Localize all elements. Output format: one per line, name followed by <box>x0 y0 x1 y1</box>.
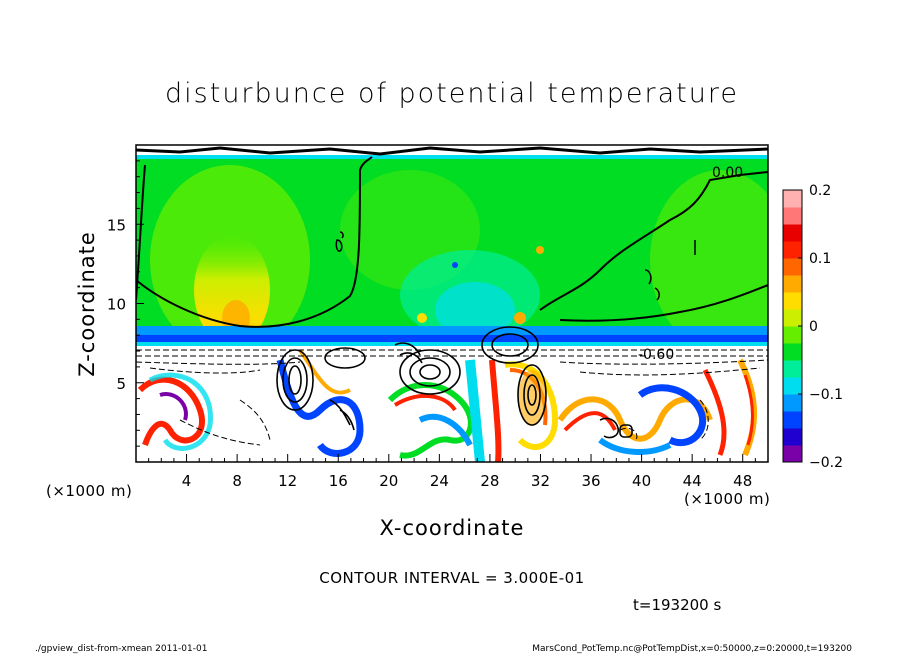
colorbar-segment <box>783 445 802 463</box>
field-streak <box>598 437 672 455</box>
contour-interval: CONTOUR INTERVAL = 3.000E-01 <box>319 569 584 587</box>
colorbar-segment <box>783 428 802 446</box>
field-streak <box>504 361 559 451</box>
contour-negative <box>179 399 271 446</box>
contour-zero <box>559 284 768 322</box>
x-tick-label: 32 <box>531 472 550 490</box>
y-tick-label: 15 <box>107 216 126 234</box>
colorbar-segment <box>783 377 802 395</box>
y-axis-unit: (×1000 m) <box>46 482 132 500</box>
field-streak <box>418 413 473 447</box>
x-tick-label: 20 <box>379 472 398 490</box>
field-streak <box>557 396 713 442</box>
plot-area <box>136 145 768 462</box>
x-tick-label: 4 <box>182 472 192 490</box>
colorbar-segment <box>783 258 802 276</box>
colorbar-segment <box>783 292 802 310</box>
field-streak <box>465 359 485 462</box>
x-axis: 4 8 12 16 20 24 28 32 36 40 44 48 <box>135 454 769 490</box>
colorbar-tick-label: 0.2 <box>809 183 831 199</box>
x-axis-unit: (×1000 m) <box>684 490 770 508</box>
field-streak <box>148 372 213 451</box>
field-cool-plume <box>435 282 515 338</box>
field-streak <box>137 376 205 447</box>
field-cold-band <box>136 335 768 343</box>
field-cold-band <box>136 342 768 347</box>
colorbar-segment <box>783 190 802 208</box>
contour-cluster <box>276 326 633 439</box>
field-streak <box>159 392 188 421</box>
contour-label: 0.00 <box>712 165 743 181</box>
time-label: t=193200 s <box>633 596 721 614</box>
contour-zero <box>136 164 146 301</box>
field-warm-blob <box>194 235 270 345</box>
colorbar-segment <box>783 241 802 259</box>
x-tick-label: 40 <box>632 472 651 490</box>
x-tick-label: 44 <box>683 472 702 490</box>
x-tick-label: 28 <box>480 472 499 490</box>
field-streak <box>489 359 502 462</box>
y-tick-label: 5 <box>116 375 126 393</box>
contour-zero <box>136 156 373 328</box>
x-tick-label: 12 <box>278 472 297 490</box>
field-streak <box>393 393 457 412</box>
y-axis-label: Z-coordinate <box>75 231 99 377</box>
colorbar-tick-label: 0.1 <box>809 251 831 267</box>
field-speck <box>536 246 544 254</box>
chart-title: disturbunce of potential temperature <box>165 78 739 109</box>
colorbar-tick-label: 0 <box>809 319 818 335</box>
colorbar-segment <box>783 275 802 293</box>
colorbar-segment <box>783 326 802 344</box>
colorbar-segment <box>783 224 802 242</box>
colorbar-ticks: 0.2 0.1 0 −0.1 −0.2 <box>798 183 843 471</box>
footer-right: MarsCond_PotTemp.nc@PotTempDist,x=0:5000… <box>532 644 852 654</box>
colorbar-segment <box>783 411 802 429</box>
colorbar-segment <box>783 309 802 327</box>
x-tick-label: 24 <box>430 472 449 490</box>
field-speck <box>452 262 458 268</box>
colorbar-segment <box>783 360 802 378</box>
field-streak <box>298 348 351 395</box>
colorbar <box>783 190 802 463</box>
field-speck <box>417 313 427 323</box>
field-streak <box>637 384 707 447</box>
contour-small <box>644 240 696 301</box>
y-axis: 5 10 15 <box>107 144 144 463</box>
colorbar-segment <box>783 343 802 361</box>
colorbar-tick-label: −0.2 <box>809 455 843 471</box>
x-tick-label: 48 <box>733 472 752 490</box>
contour-top <box>136 146 768 156</box>
field-streak <box>563 411 617 432</box>
y-tick-label: 10 <box>107 296 126 314</box>
contour-small <box>335 231 344 252</box>
field-lobe <box>650 170 768 350</box>
field-streak <box>702 368 727 456</box>
colorbar-tick-label: −0.1 <box>809 387 843 403</box>
field-speck <box>514 312 526 324</box>
contour-zero <box>539 171 768 311</box>
x-tick-label: 16 <box>329 472 348 490</box>
contour-negative <box>619 399 709 441</box>
field-top-strip <box>136 155 768 159</box>
contour-label: -0.60 <box>638 347 674 363</box>
field-cold-band <box>136 326 768 336</box>
colorbar-segment <box>783 394 802 412</box>
contour-negative <box>136 359 768 365</box>
colorbar-segment <box>783 207 802 225</box>
x-tick-label: 8 <box>232 472 242 490</box>
x-axis-label: X-coordinate <box>380 516 525 540</box>
contour-negative <box>149 367 761 376</box>
field-streak <box>276 359 364 457</box>
field-streak <box>743 374 754 446</box>
footer-left: ./gpview_dist-from-xmean 2011-01-01 <box>35 644 207 654</box>
x-tick-label: 36 <box>581 472 600 490</box>
